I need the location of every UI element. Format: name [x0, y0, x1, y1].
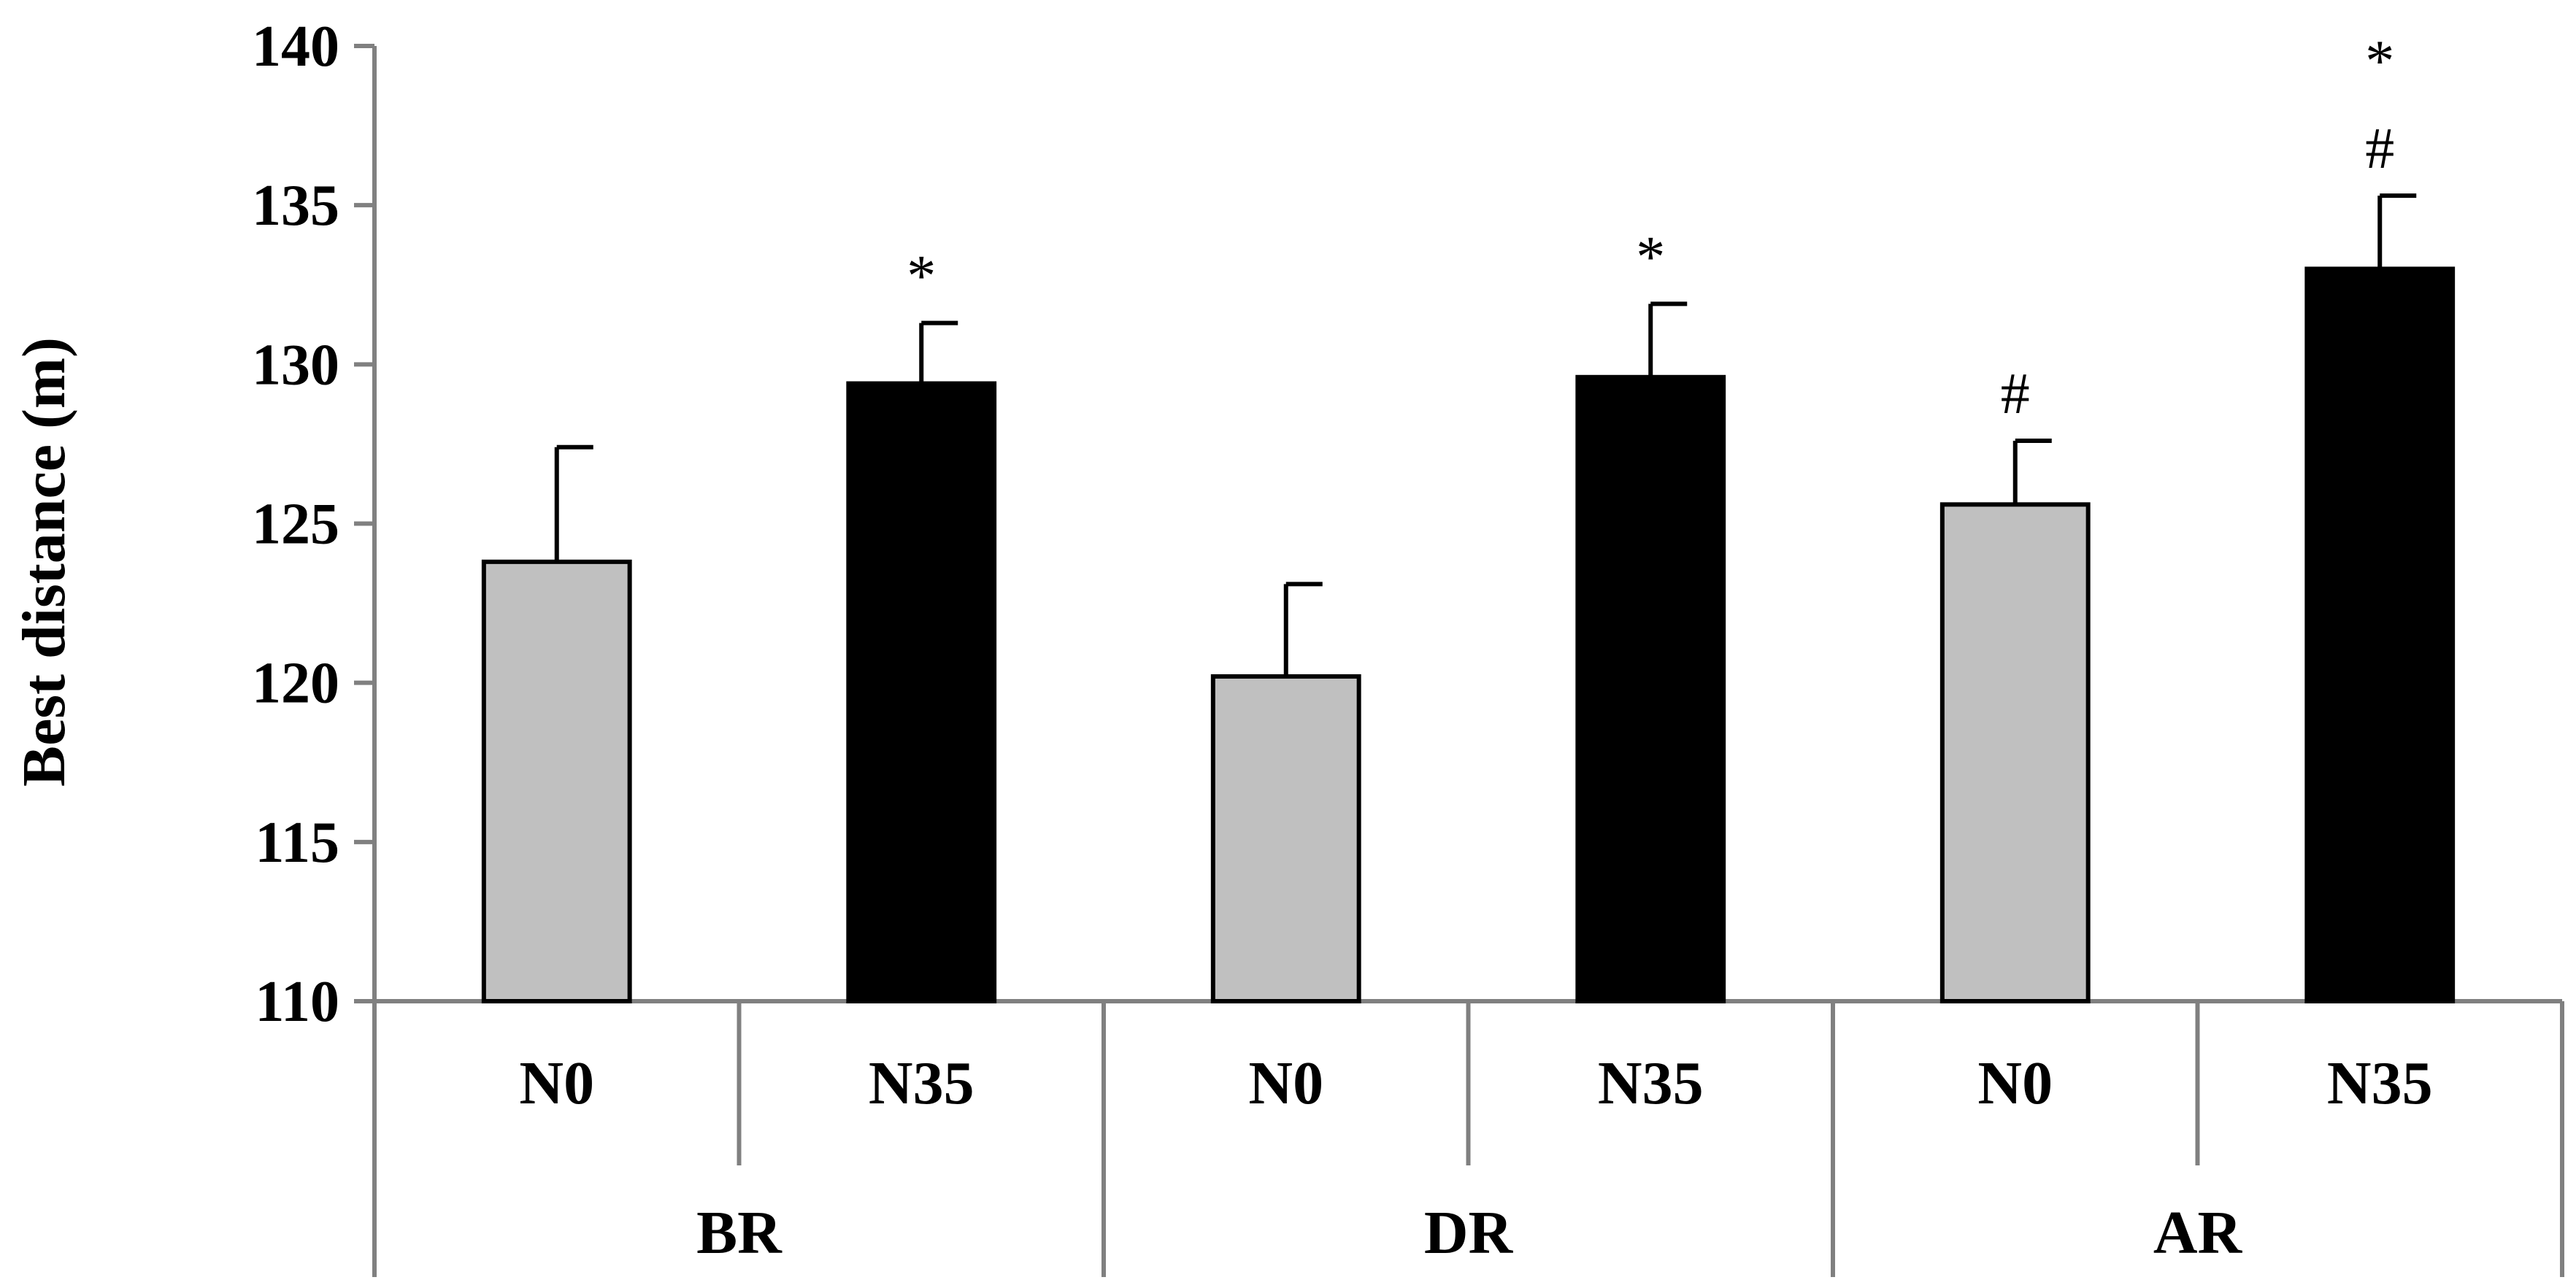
- bar-br-n35: [846, 381, 997, 1003]
- axes: [354, 44, 2564, 1277]
- y-tick-label: 135: [252, 174, 339, 238]
- bar-dr-n35: [1575, 374, 1726, 1003]
- y-tick-label: 140: [252, 15, 339, 79]
- category-label: N35: [2327, 1049, 2433, 1117]
- significance-hash: #: [2001, 362, 2030, 426]
- y-tick-label: 110: [255, 970, 339, 1034]
- y-tick-label: 115: [255, 811, 339, 875]
- bar-br-n0: [481, 559, 632, 1003]
- labels: 110 115 120 125 130 135 140 N0 N35 * BR N0 N35 * DR N0 #…: [252, 15, 2433, 1267]
- y-tick-label: 120: [252, 652, 339, 716]
- bar-ar-n35: [2304, 266, 2456, 1003]
- group-label: DR: [1424, 1199, 1514, 1267]
- significance-asterisk: *: [2365, 29, 2394, 93]
- bars: [481, 193, 2456, 1003]
- bar-dr-n0: [1210, 674, 1361, 1003]
- category-label: N35: [1598, 1049, 1704, 1117]
- category-label: N35: [869, 1049, 974, 1117]
- category-label: N0: [519, 1049, 594, 1117]
- significance-asterisk: *: [1636, 225, 1665, 289]
- group-label: BR: [696, 1199, 783, 1267]
- bar-ar-n0: [1939, 502, 2091, 1003]
- group-label: AR: [2153, 1199, 2243, 1267]
- y-axis-label: Best distance (m): [10, 337, 78, 787]
- significance-asterisk: *: [907, 244, 936, 309]
- category-label: N0: [1248, 1049, 1323, 1117]
- y-tick-label: 130: [252, 333, 339, 397]
- significance-hash: #: [2365, 117, 2394, 181]
- category-label: N0: [1977, 1049, 2053, 1117]
- y-tick-label: 125: [252, 493, 339, 557]
